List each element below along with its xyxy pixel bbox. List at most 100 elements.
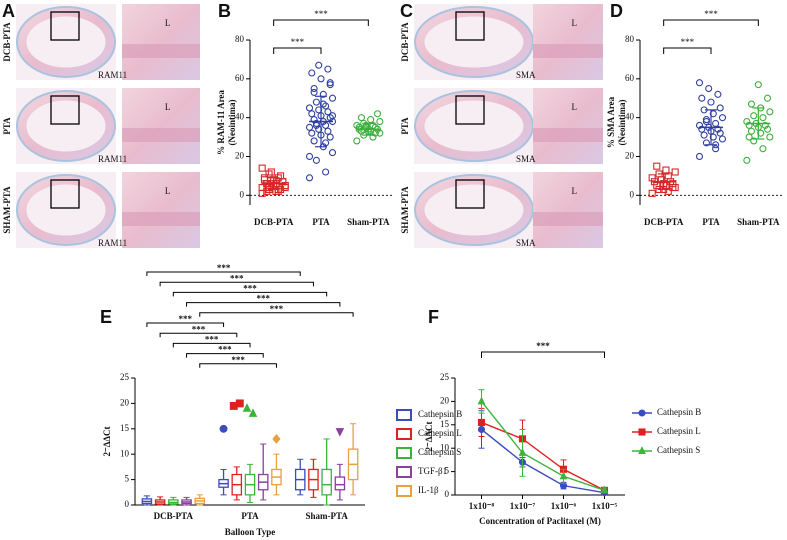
panel-label: C [400, 1, 413, 21]
marker [324, 127, 332, 135]
marker [326, 114, 334, 122]
marker [747, 100, 755, 108]
marker [671, 183, 679, 192]
marker [326, 133, 334, 141]
legend-swatch [396, 428, 412, 440]
zoom-box [50, 11, 80, 41]
legend-swatch [396, 409, 412, 421]
stain-label: SMA [516, 70, 536, 80]
marker [322, 139, 330, 147]
significance-label: *** [217, 263, 231, 273]
box [334, 476, 346, 491]
marker [308, 129, 316, 137]
marker [638, 409, 646, 417]
x-tick-label: DCB-PTA [254, 217, 294, 227]
y-tick-label: 5 [445, 466, 450, 476]
zoom-box [455, 95, 485, 125]
marker [242, 403, 252, 412]
panel-label: A [2, 1, 15, 21]
significance-bracket [159, 281, 314, 287]
zoom-band [122, 212, 200, 226]
marker [312, 119, 320, 128]
zoom-image [533, 4, 603, 80]
marker [750, 112, 758, 120]
x-tick-label: 1x10⁻⁵ [592, 501, 618, 511]
marker [712, 145, 720, 153]
lumen-label: L [165, 102, 171, 112]
lumen-label: L [165, 18, 171, 28]
zoom-box [455, 179, 485, 209]
marker [743, 156, 751, 164]
significance-label: *** [192, 324, 206, 334]
y-tick-label: 40 [625, 112, 635, 122]
marker [745, 121, 753, 129]
row-label: DCB-PTA [2, 22, 12, 62]
y-tick-label: 60 [625, 73, 635, 83]
marker [310, 137, 318, 145]
zoom-band [533, 44, 603, 58]
zoom-box [50, 179, 80, 209]
legend-label: Cathepsin B [418, 409, 462, 419]
x-tick-label: Sham-PTA [737, 217, 780, 227]
marker [648, 174, 656, 182]
marker [362, 121, 370, 129]
significance-bracket [146, 271, 301, 276]
marker [315, 61, 323, 69]
marker [322, 121, 330, 129]
marker [260, 176, 269, 184]
marker [712, 119, 720, 128]
marker [698, 94, 706, 102]
marker [718, 114, 727, 122]
y-axis-label: 2⁻ΔΔCt [102, 426, 112, 456]
lumen-label: L [572, 102, 578, 112]
zoom-image [533, 88, 603, 164]
marker [759, 145, 767, 153]
legend-swatch [396, 447, 412, 459]
marker [219, 424, 228, 433]
significance-label: *** [243, 283, 257, 293]
zoom-image [122, 4, 200, 80]
marker [324, 65, 332, 73]
series-line [481, 421, 605, 491]
marker [362, 123, 370, 131]
marker [648, 189, 656, 197]
marker [638, 428, 646, 436]
marker [322, 102, 330, 110]
marker [272, 187, 280, 195]
significance-label: *** [270, 304, 284, 314]
marker [638, 446, 646, 454]
x-tick-label: 1x10⁻⁷ [510, 501, 536, 511]
marker [310, 116, 318, 124]
marker [559, 471, 568, 480]
y-axis-label: % SMA Area [606, 96, 616, 148]
marker [308, 69, 316, 77]
marker [709, 110, 717, 118]
marker [702, 139, 710, 147]
significance-label: *** [314, 9, 328, 19]
marker [702, 116, 710, 124]
row-label: SHAM-PTA [2, 186, 12, 234]
marker [324, 108, 332, 116]
panel-label: D [610, 1, 623, 21]
marker [371, 129, 379, 137]
marker [279, 178, 287, 186]
y-tick-label: 15 [440, 419, 450, 429]
marker [653, 162, 661, 170]
significance-bracket [186, 353, 264, 358]
marker [326, 81, 334, 89]
stain-label: SMA [516, 154, 536, 164]
significance-bracket [273, 47, 322, 54]
marker [315, 125, 323, 133]
zoom-band [122, 128, 200, 142]
zoom-band [122, 44, 200, 58]
marker [353, 137, 361, 145]
significance-label: *** [178, 314, 192, 324]
marker [328, 149, 337, 157]
marker [709, 133, 717, 141]
y-tick-label: 80 [235, 34, 245, 44]
marker [322, 168, 330, 176]
y-tick-label: 25 [440, 372, 450, 382]
marker [707, 98, 715, 106]
marker [662, 182, 670, 190]
y-tick-label: 10 [440, 442, 450, 452]
